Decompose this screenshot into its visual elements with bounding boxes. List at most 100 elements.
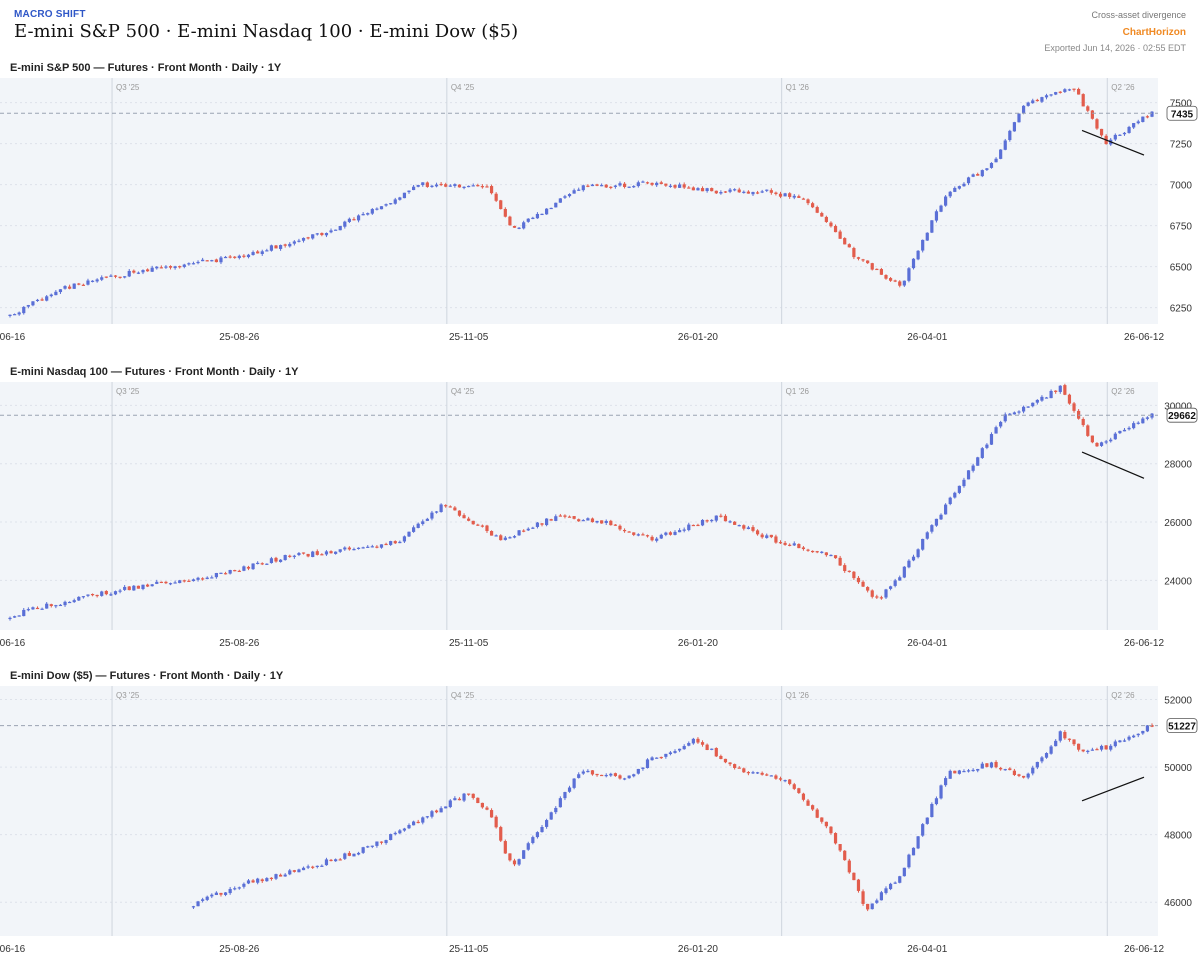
- x-tick-label: 26-06-12: [1124, 638, 1164, 649]
- candlestick-chart[interactable]: 46000 48000 50000 52000 Q3 '25 Q4 '25 Q1 '26 Q2…: [0, 686, 1200, 958]
- candle-body: [334, 229, 338, 231]
- candle-body: [687, 187, 691, 189]
- candle-body: [792, 784, 796, 789]
- candle-body: [292, 241, 296, 244]
- y-tick-label: 48000: [1164, 831, 1192, 842]
- candle-body: [347, 218, 351, 222]
- candle-body: [999, 149, 1003, 159]
- candle-body: [301, 237, 306, 241]
- candle-body: [925, 532, 929, 539]
- candle-body: [141, 584, 145, 590]
- candle-body: [769, 190, 773, 193]
- candle-body: [870, 590, 874, 597]
- candle-body: [742, 768, 746, 773]
- candle-body: [251, 563, 255, 570]
- candle-body: [104, 276, 108, 278]
- candle-body: [622, 778, 627, 780]
- y-tick-label: 50000: [1164, 763, 1192, 774]
- candle-body: [485, 807, 489, 810]
- candle-body: [416, 821, 420, 824]
- candle-body: [778, 542, 783, 544]
- divergence-trend-line: [1081, 129, 1145, 156]
- candle-body: [522, 222, 526, 229]
- x-tick-label: 25-08-26: [219, 944, 259, 955]
- candle-body: [966, 470, 971, 480]
- candle-body: [1035, 99, 1039, 102]
- candle-body: [1090, 110, 1094, 119]
- candle-body: [540, 827, 544, 833]
- candle-body: [1021, 775, 1026, 778]
- candle-body: [980, 448, 984, 458]
- candle-body: [1145, 116, 1150, 118]
- candle-body: [1113, 741, 1117, 747]
- candle-body: [719, 515, 723, 517]
- candle-body: [1026, 406, 1030, 408]
- quarter-label: Q2 '26: [1111, 387, 1135, 396]
- candle-body: [1141, 730, 1145, 734]
- candle-body: [320, 554, 324, 556]
- candle-body: [866, 587, 870, 591]
- candle-body: [517, 859, 521, 865]
- candle-body: [411, 527, 416, 532]
- candle-body: [939, 785, 943, 799]
- candle-body: [567, 516, 572, 518]
- candle-body: [288, 870, 292, 875]
- candle-body: [916, 549, 920, 558]
- candle-body: [462, 186, 466, 188]
- candle-body: [480, 186, 484, 188]
- x-tick-label: 25-11-05: [449, 944, 489, 955]
- candle-body: [737, 189, 741, 193]
- candle-body: [210, 260, 214, 262]
- candle-body: [930, 525, 934, 532]
- candle-body: [421, 521, 425, 525]
- candle-body: [563, 792, 567, 799]
- quarter-label: Q4 '25: [451, 83, 475, 92]
- candle-body: [1145, 417, 1150, 419]
- candle-body: [265, 878, 269, 882]
- candle-body: [1008, 413, 1012, 415]
- candle-body: [356, 215, 361, 221]
- candle-body: [178, 266, 182, 268]
- candle-body: [45, 603, 49, 609]
- candle-body: [531, 527, 535, 529]
- y-tick-label: 46000: [1164, 898, 1192, 909]
- candle-body: [22, 609, 26, 617]
- candle-body: [398, 830, 402, 834]
- candle-body: [434, 184, 439, 187]
- candle-body: [274, 557, 278, 562]
- candle-body: [765, 535, 769, 538]
- candle-body: [801, 198, 806, 200]
- candle-body: [512, 225, 517, 228]
- candle-body: [723, 515, 728, 522]
- candle-body: [811, 203, 815, 208]
- candle-body: [829, 222, 833, 227]
- candle-body: [343, 547, 347, 550]
- candle-body: [700, 519, 705, 526]
- candle-body: [145, 269, 150, 272]
- candle-body: [783, 542, 787, 545]
- candle-body: [205, 260, 209, 262]
- candle-body: [457, 184, 462, 188]
- candle-body: [861, 259, 865, 261]
- candle-body: [682, 746, 686, 750]
- candle-body: [934, 211, 939, 221]
- candle-body: [572, 516, 576, 519]
- candle-body: [1104, 745, 1108, 750]
- candle-body: [256, 251, 260, 254]
- candle-body: [311, 866, 315, 868]
- panel-title: E-mini S&P 500 — Futures · Front Month ·…: [10, 62, 282, 74]
- candlestick-chart[interactable]: 6250 6500 6750 7000 7250 7500 Q3 '25 Q4 '25 Q1 '…: [0, 78, 1200, 346]
- candle-body: [627, 775, 631, 779]
- candle-body: [201, 899, 205, 901]
- candle-body: [742, 525, 746, 529]
- candle-body: [682, 529, 686, 531]
- candle-body: [81, 596, 85, 598]
- candle-body: [398, 541, 402, 544]
- candle-body: [334, 859, 338, 862]
- candle-body: [618, 775, 622, 779]
- candle-body: [274, 874, 278, 879]
- candle-body: [159, 267, 163, 269]
- candlestick-chart[interactable]: 24000 26000 28000 30000 Q3 '25 Q4 '25 Q1 '26 Q2…: [0, 382, 1200, 652]
- candle-body: [733, 189, 737, 191]
- candle-body: [600, 774, 604, 777]
